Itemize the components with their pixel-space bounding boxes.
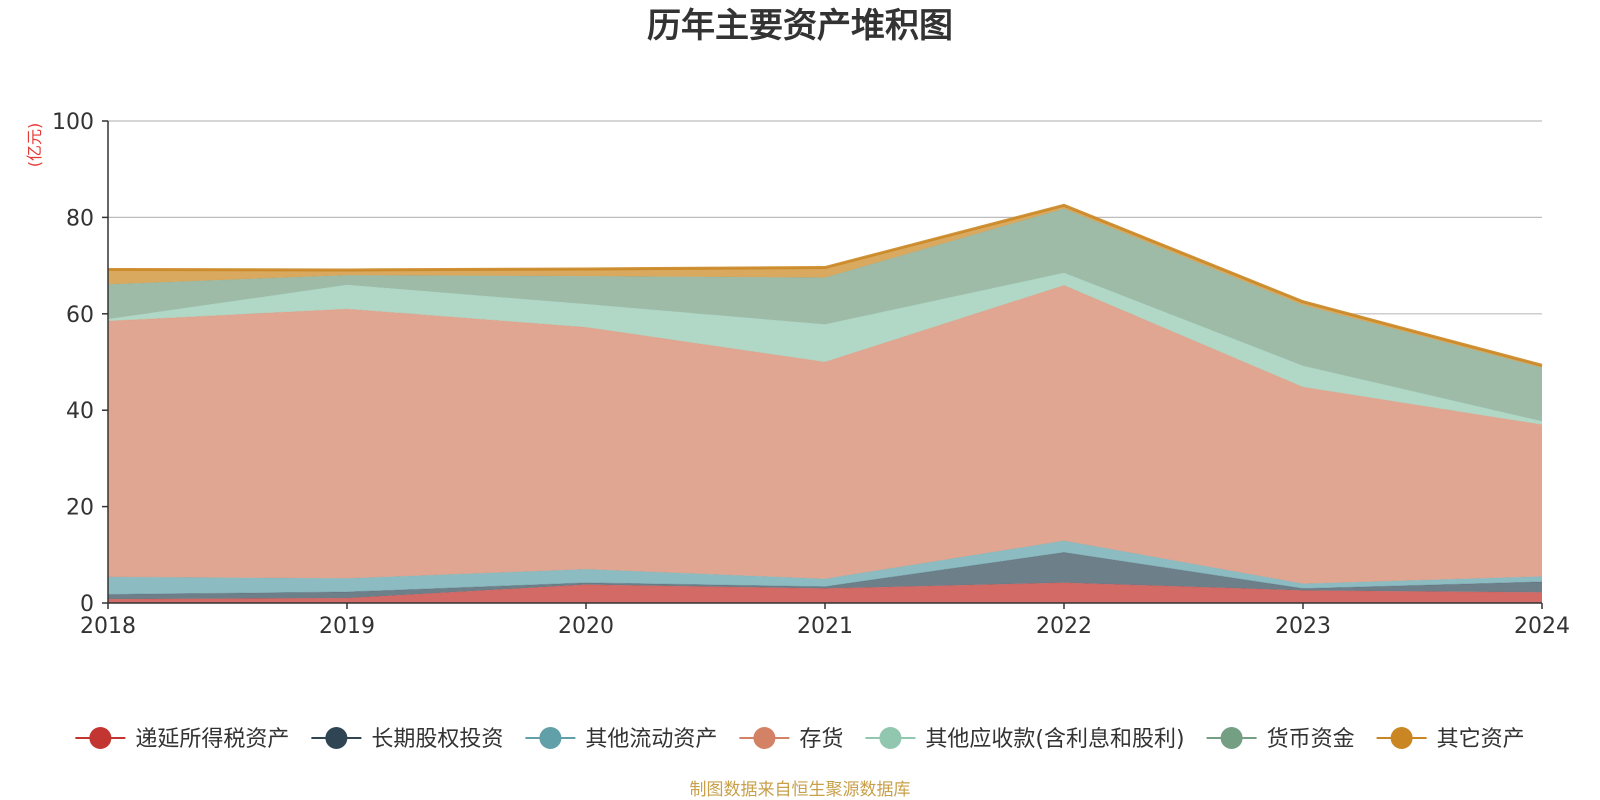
legend-label: 长期股权投资 bbox=[371, 727, 503, 752]
legend-label: 其他流动资产 bbox=[585, 727, 717, 752]
x-tick-label: 2024 bbox=[1514, 614, 1570, 639]
y-unit-label: (亿元) bbox=[25, 123, 44, 168]
x-tick-label: 2022 bbox=[1036, 614, 1092, 639]
legend-dot-icon bbox=[325, 727, 348, 749]
y-tick-label: 0 bbox=[80, 592, 94, 617]
data-source-note: 制图数据来自恒生聚源数据库 bbox=[690, 780, 911, 800]
legend-item[interactable]: 递延所得税资产 bbox=[75, 727, 289, 752]
series-line-5 bbox=[107, 272, 1543, 422]
y-tick-label: 80 bbox=[66, 206, 94, 231]
legend-dot-icon bbox=[879, 727, 902, 749]
legend-dot-icon bbox=[1390, 727, 1413, 749]
legend-item[interactable]: 货币资金 bbox=[1206, 727, 1355, 752]
y-tick-label: 100 bbox=[52, 110, 94, 135]
legend-label: 其他应收款(含利息和股利) bbox=[925, 727, 1184, 752]
legend-dot-icon bbox=[539, 727, 562, 749]
series-line-7 bbox=[107, 203, 1543, 367]
legend-item[interactable]: 其它资产 bbox=[1376, 727, 1525, 752]
x-tick-label: 2018 bbox=[80, 614, 136, 639]
legend-label: 存货 bbox=[799, 727, 843, 752]
area-1 bbox=[108, 582, 1542, 603]
series-line-6 bbox=[107, 208, 1543, 369]
area-5 bbox=[108, 272, 1542, 425]
chart-title: 历年主要资产堆积图 bbox=[647, 6, 953, 46]
legend: 递延所得税资产 长期股权投资 其他流动资产 存货 其他应收款(含利息和股利) 货币资金 其它… bbox=[75, 727, 1525, 752]
area-3 bbox=[108, 540, 1542, 595]
y-tick-label: 60 bbox=[66, 303, 94, 328]
x-tick-label: 2021 bbox=[797, 614, 853, 639]
legend-dot-icon bbox=[89, 727, 112, 749]
area-layer bbox=[108, 205, 1542, 603]
legend-item[interactable]: 存货 bbox=[739, 727, 843, 752]
series-line-3 bbox=[107, 540, 1543, 585]
legend-label: 递延所得税资产 bbox=[135, 727, 289, 752]
axis-layer: 0 20 40 60 80 100 2018 2019 2020 2021 2022 2023 2024 bbox=[52, 110, 1570, 639]
legend-label: 其它资产 bbox=[1437, 727, 1525, 752]
area-6 bbox=[108, 208, 1542, 422]
x-tick-label: 2019 bbox=[319, 614, 375, 639]
series-line-4 bbox=[107, 284, 1543, 426]
line-layer bbox=[107, 203, 1543, 600]
legend-item[interactable]: 其他流动资产 bbox=[525, 727, 717, 752]
legend-dot-icon bbox=[753, 727, 776, 749]
x-tick-label: 2020 bbox=[558, 614, 614, 639]
y-tick-label: 20 bbox=[66, 496, 94, 521]
y-tick-label: 40 bbox=[66, 399, 94, 424]
area-2 bbox=[108, 552, 1542, 600]
x-tick-label: 2023 bbox=[1275, 614, 1331, 639]
series-line-2 bbox=[107, 551, 1543, 595]
area-4 bbox=[108, 285, 1542, 584]
legend-item[interactable]: 其他应收款(含利息和股利) bbox=[865, 727, 1185, 752]
series-line-1 bbox=[107, 582, 1543, 600]
legend-label: 货币资金 bbox=[1267, 727, 1355, 752]
legend-dot-icon bbox=[1220, 727, 1243, 749]
legend-item[interactable]: 长期股权投资 bbox=[311, 727, 503, 752]
